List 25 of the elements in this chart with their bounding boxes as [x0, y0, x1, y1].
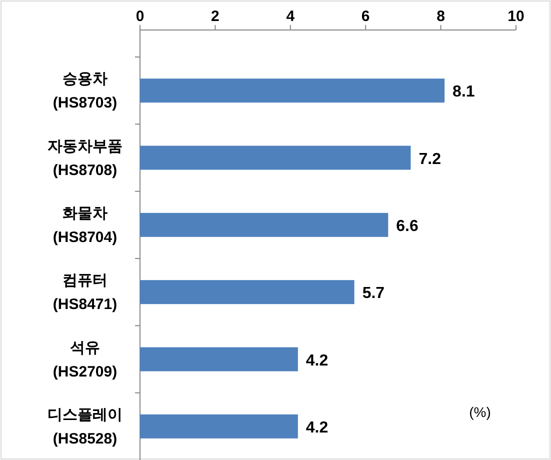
data-label: 7.2 — [418, 150, 442, 168]
bar — [140, 78, 445, 103]
y-tick-label: 자동차부품 (HS8708) — [48, 138, 122, 179]
y-tick-label: 석유 (HS2709) — [52, 339, 118, 380]
x-tick-label: 2 — [211, 8, 220, 25]
data-label: 6.6 — [396, 218, 419, 235]
annotation: (%) — [469, 404, 491, 420]
x-tick-label: 8 — [436, 8, 445, 25]
x-tick-label: 10 — [508, 8, 524, 25]
y-tick-label: 디스플레이 (HS8528) — [48, 406, 122, 448]
data-label: 4.2 — [306, 352, 328, 370]
bar — [140, 280, 354, 304]
y-tick-label: 컴퓨터 (HS8471) — [52, 272, 118, 314]
x-tick-label: 4 — [286, 8, 296, 25]
bar — [140, 146, 411, 170]
data-label: 5.7 — [362, 285, 385, 302]
bar — [140, 212, 388, 237]
x-tick-label: 6 — [361, 8, 370, 25]
bar — [140, 414, 298, 438]
x-tick-label: 0 — [136, 8, 144, 25]
bar — [140, 347, 298, 372]
data-label: 4.2 — [306, 419, 328, 436]
y-tick-label: 화물차 (HS8704) — [52, 204, 118, 246]
data-label: 8.1 — [452, 84, 475, 101]
y-tick-label: 승용차 (HS8703) — [52, 70, 118, 112]
